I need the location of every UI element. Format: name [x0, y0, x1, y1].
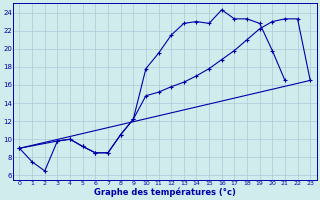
X-axis label: Graphe des températures (°c): Graphe des températures (°c) [94, 187, 236, 197]
